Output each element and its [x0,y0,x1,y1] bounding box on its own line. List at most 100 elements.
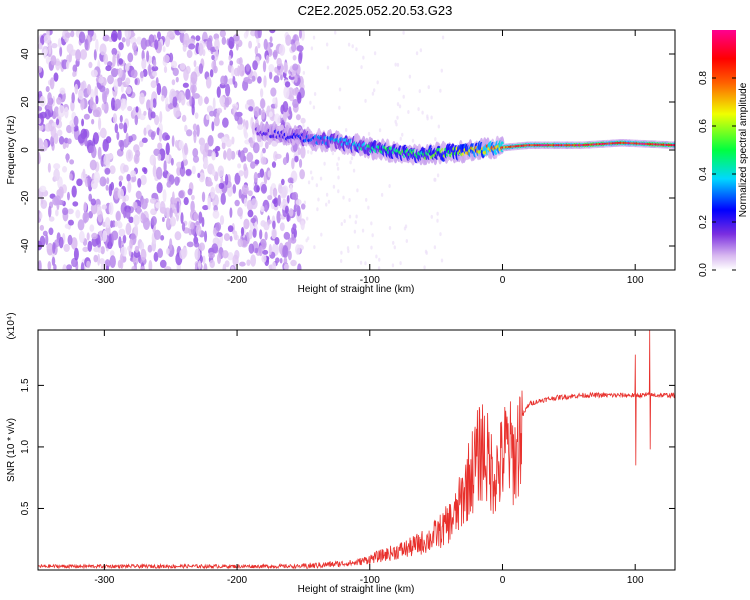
x-tick-label: 100 [627,275,644,286]
heatmap-cell [169,216,176,227]
heatmap-cell [203,263,208,270]
heatmap-cell [78,31,86,44]
heatmap-cell [163,65,168,74]
heatmap-cell [403,226,407,231]
heatmap-cell [267,170,272,178]
heatmap-cell [282,100,289,113]
heatmap-cell [305,238,308,243]
heatmap-cell [55,58,61,71]
heatmap-cell [125,149,133,162]
heatmap-cell [309,170,313,175]
heatmap-cell [70,237,78,250]
heatmap-cell [136,36,142,45]
heatmap-cell [211,121,215,132]
heatmap-cell [211,168,216,177]
heatmap-cell [440,68,444,73]
heatmap-cell [292,54,297,61]
heatmap-cell [354,220,357,225]
heatmap-cell [90,198,97,206]
heatmap-cell [221,141,226,150]
heatmap-cell [377,266,381,270]
heatmap-cell [160,95,165,102]
heatmap-cell [267,219,272,225]
heatmap-cell [212,200,217,207]
heatmap-cell [364,261,367,266]
colorbar-tick-label: 0.2 [698,215,709,229]
snr-panel: -300 -200 -100 0 100 0.5 1.0 1.5 Height of stra… [6,312,676,595]
heatmap-cell [73,115,79,127]
heatmap-cell [134,78,138,85]
heatmap-cell [125,222,132,236]
heatmap-cell [399,261,402,266]
heatmap-cell [218,182,225,190]
heatmap-cell [99,127,107,139]
heatmap-cell [95,38,99,52]
heatmap-cell [268,64,275,73]
heatmap-cell [188,38,196,46]
heatmap-cell [261,108,266,120]
heatmap-cell [378,257,381,262]
heatmap-cell [300,203,306,210]
heatmap-cell [137,177,142,188]
heatmap-cell [247,190,253,197]
heatmap-cell [171,191,175,205]
heatmap-cell [180,94,186,106]
heatmap-cell [203,157,209,168]
snr-xlabel: Height of straight line (km) [298,584,415,595]
heatmap-cell [158,129,163,142]
heatmap-cell [128,216,134,224]
heatmap-cell [90,69,98,78]
heatmap-cell [89,96,94,110]
heatmap-cell [149,154,157,166]
heatmap-cell [51,256,56,266]
heatmap-cell [72,201,79,207]
heatmap-cell [298,30,302,39]
heatmap-cell [122,98,128,109]
heatmap-cell [365,197,368,202]
heatmap-cell [187,188,193,196]
heatmap-cell [133,214,140,226]
heatmap-cell [423,265,426,270]
heatmap-cell [53,168,60,182]
heatmap-cell [408,74,412,79]
heatmap-cell [48,205,52,218]
heatmap-cell [118,175,124,182]
heatmap-cell [282,157,288,166]
heatmap-cell [38,138,44,151]
heatmap-cell [418,89,421,94]
heatmap-cell [285,34,292,46]
heatmap-cell [183,33,190,47]
heatmap-cell [193,212,199,222]
heatmap-cell [351,44,354,49]
heatmap-cell [116,77,123,87]
heatmap-cell [316,207,319,212]
x-tick-label: -200 [227,575,247,586]
heatmap-cell [93,49,97,61]
heatmap-cell [393,245,396,250]
heatmap-cell [243,218,250,230]
heatmap-cell [38,105,43,112]
heatmap-cell [270,87,277,97]
heatmap-cell [140,212,145,221]
heatmap-cell [395,122,398,127]
heatmap-cell [43,34,51,44]
heatmap-cell [367,131,371,136]
heatmap-cell [114,98,121,109]
heatmap-cell [398,104,402,109]
heatmap-cell [430,214,433,219]
heatmap-cell [292,63,299,71]
heatmap-cell [148,260,153,270]
heatmap-cell [103,153,111,166]
heatmap-cell [272,97,277,105]
heatmap-cell [320,232,323,237]
heatmap-cell [296,45,304,52]
heatmap-cell [136,205,141,215]
heatmap-cell [279,222,285,232]
heatmap-cell [220,75,226,86]
heatmap-cell [49,77,55,90]
heatmap-cell [179,62,186,71]
heatmap-cell [394,62,397,67]
heatmap-cell [219,215,225,226]
heatmap-cell [86,83,92,96]
heatmap-cell [157,153,162,161]
